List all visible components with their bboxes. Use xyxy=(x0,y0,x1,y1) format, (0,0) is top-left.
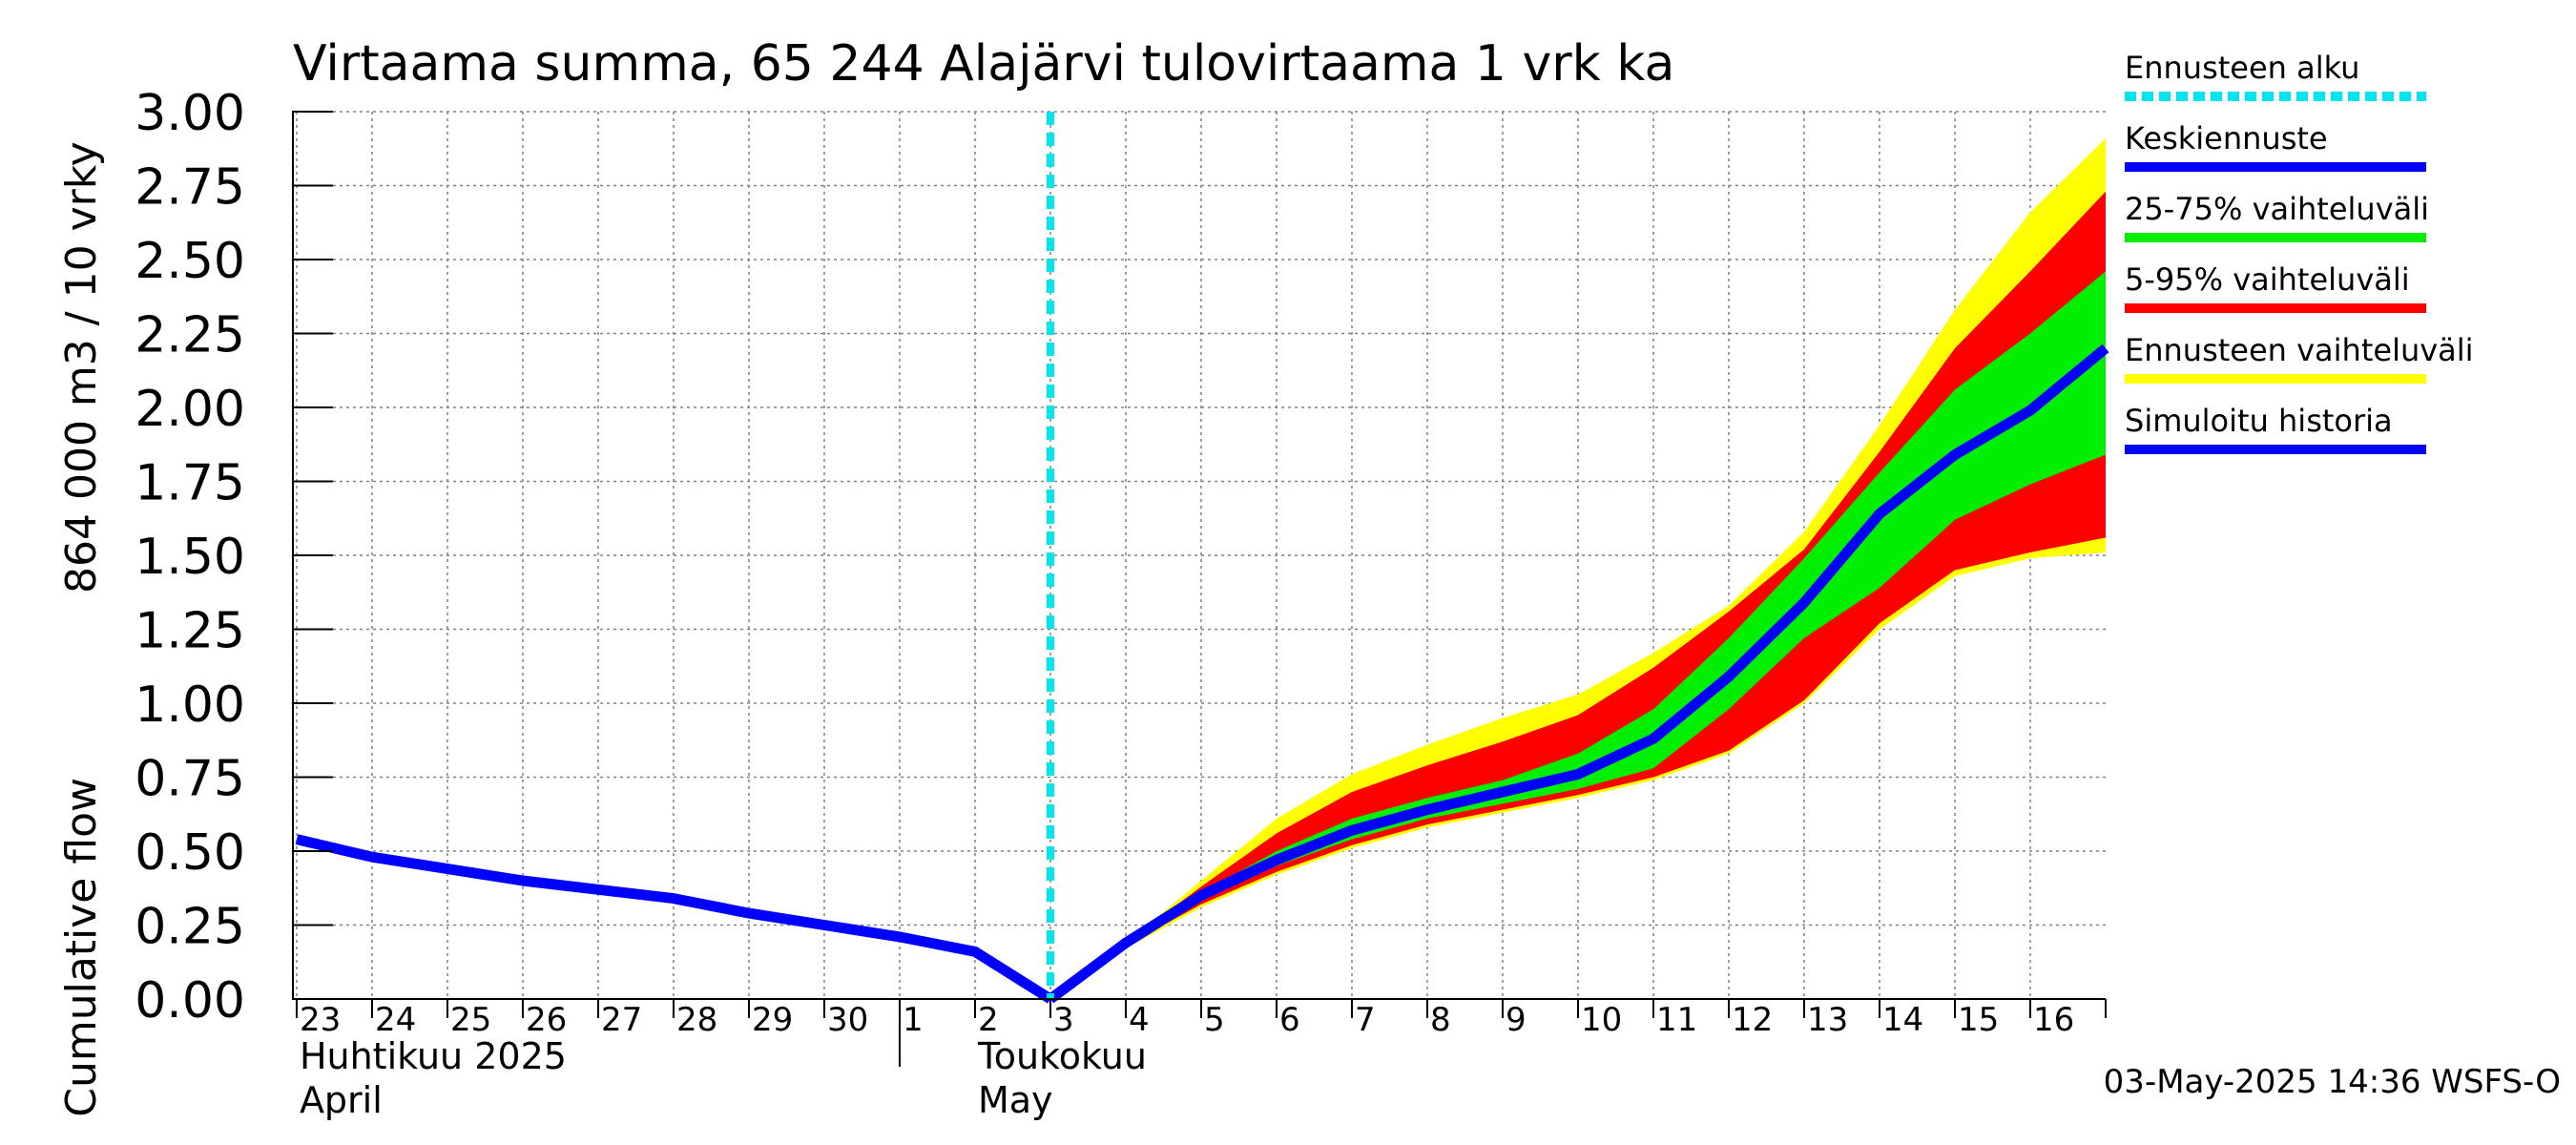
x-tick-label: 16 xyxy=(2033,1001,2074,1039)
x-tick-label: 12 xyxy=(1732,1001,1773,1039)
x-tick-label: 24 xyxy=(375,1001,416,1039)
x-tick-label: 2 xyxy=(978,1001,999,1039)
x-tick-label: 27 xyxy=(601,1001,642,1039)
month-label-english: April xyxy=(300,1079,383,1121)
legend: Ennusteen alku Keskiennuste 25-75% vaihtel… xyxy=(2125,50,2474,454)
legend-label: Simuloitu historia xyxy=(2125,403,2393,439)
y-tick-label: 1.25 xyxy=(135,603,245,660)
x-tick-label: 26 xyxy=(526,1001,567,1039)
y-tick-label: 1.50 xyxy=(135,529,245,586)
x-tick-label: 7 xyxy=(1355,1001,1376,1039)
legend-label: Keskiennuste xyxy=(2125,120,2328,156)
y-tick-label: 0.25 xyxy=(135,899,245,956)
x-tick-label: 11 xyxy=(1656,1001,1697,1039)
legend-label: Ennusteen vaihteluväli xyxy=(2125,332,2474,368)
legend-label: Ennusteen alku xyxy=(2125,50,2359,86)
legend-label: 25-75% vaihteluväli xyxy=(2125,191,2429,227)
month-label-english: May xyxy=(978,1079,1053,1121)
y-tick-label: 0.75 xyxy=(135,751,245,808)
y-tick-label: 0.50 xyxy=(135,824,245,882)
x-tick-label: 5 xyxy=(1204,1001,1225,1039)
x-tick-label: 28 xyxy=(676,1001,717,1039)
median-forecast-line xyxy=(1047,344,2109,1004)
x-tick-label: 13 xyxy=(1807,1001,1848,1039)
y-tick-label: 2.25 xyxy=(135,307,245,364)
x-tick-label: 3 xyxy=(1053,1001,1074,1039)
x-tick-label: 10 xyxy=(1581,1001,1622,1039)
y-tick-label: 2.50 xyxy=(135,233,245,290)
month-label: Huhtikuu 2025 xyxy=(300,1035,567,1077)
x-tick-label: 14 xyxy=(1882,1001,1923,1039)
x-tick-label: 15 xyxy=(1958,1001,1999,1039)
timestamp: 03-May-2025 14:36 WSFS-O xyxy=(2104,1063,2561,1101)
x-tick-label: 1 xyxy=(903,1001,924,1039)
x-tick-label: 9 xyxy=(1506,1001,1527,1039)
x-tick-label: 8 xyxy=(1430,1001,1451,1039)
y-tick-label: 2.75 xyxy=(135,159,245,217)
band-5-95 xyxy=(1050,191,2106,999)
chart-title: Virtaama summa, 65 244 Alajärvi tulovirt… xyxy=(293,35,1674,93)
y-tick-label: 3.00 xyxy=(135,85,245,142)
x-tick-label: 25 xyxy=(450,1001,491,1039)
x-tick-label: 23 xyxy=(300,1001,341,1039)
legend-label: 5-95% vaihteluväli xyxy=(2125,261,2410,298)
y-tick-label: 0.00 xyxy=(135,972,245,1030)
x-tick-label: 4 xyxy=(1129,1001,1150,1039)
x-tick-label: 6 xyxy=(1279,1001,1300,1039)
y-axis-label-english: Cumulative flow xyxy=(57,778,106,1117)
y-tick-label: 1.00 xyxy=(135,677,245,734)
y-tick-label: 1.75 xyxy=(135,455,245,512)
x-tick-label: 29 xyxy=(752,1001,793,1039)
month-label: Toukokuu xyxy=(977,1035,1147,1077)
x-tick-label: 30 xyxy=(827,1001,868,1039)
y-tick-label: 2.00 xyxy=(135,381,245,438)
plot-area: 0.00 0.25 0.50 0.75 1.00 1.25 1.50 1.75 2.00 2.25… xyxy=(135,85,2109,1121)
y-axis-label-units: 864 000 m3 / 10 vrky xyxy=(57,141,106,593)
simulated-history-line xyxy=(295,834,1053,1004)
